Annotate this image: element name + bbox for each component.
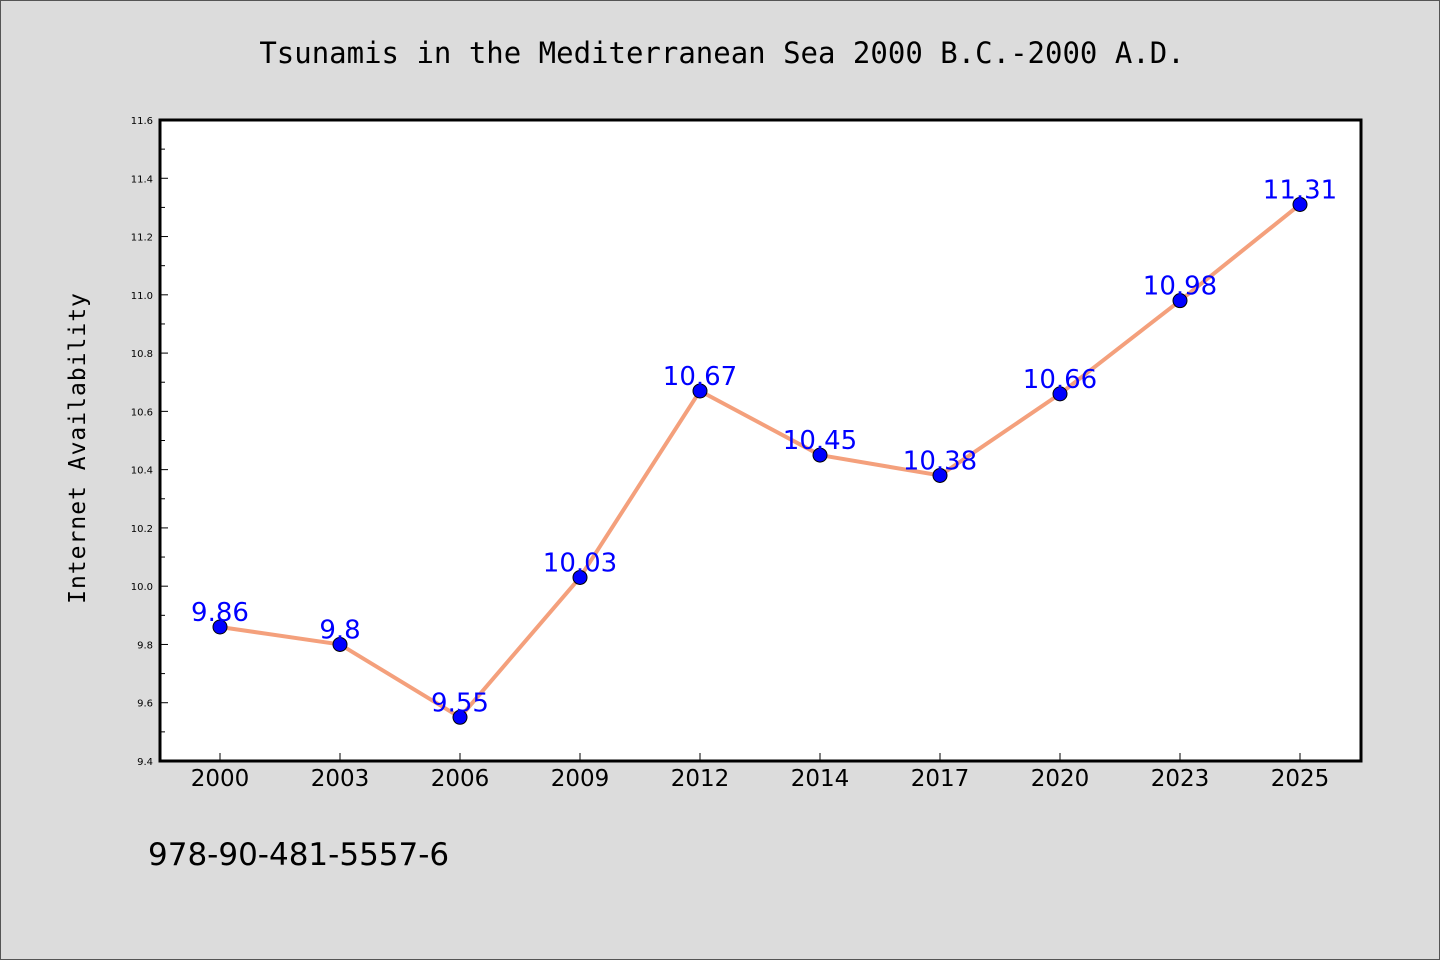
data-label: 9.86	[191, 598, 249, 628]
y-tick-label: 10.8	[131, 349, 153, 360]
x-tick-label: 2017	[911, 766, 970, 792]
data-label: 10.45	[783, 426, 857, 456]
data-label: 9.55	[431, 688, 489, 718]
chart-title: Tsunamis in the Mediterranean Sea 2000 B…	[259, 36, 1184, 70]
data-labels: 9.86 9.8 9.55 10.03 10.67 10.45 10.38 10.66 10.9…	[191, 175, 1337, 718]
x-tick-label: 2000	[191, 766, 250, 792]
data-label: 10.03	[543, 548, 617, 578]
x-tick-label: 2012	[671, 766, 730, 792]
y-tick-label: 9.8	[137, 640, 153, 651]
data-point	[212, 619, 228, 635]
data-point	[452, 709, 468, 725]
x-tick-label: 2023	[1151, 766, 1210, 792]
y-tick-label: 10.6	[131, 407, 153, 418]
x-tick-label: 2006	[431, 766, 490, 792]
data-point	[1172, 293, 1188, 309]
data-point	[572, 569, 588, 585]
data-point	[332, 636, 348, 652]
data-label: 9.8	[319, 615, 360, 645]
x-tick-label: 2025	[1271, 766, 1330, 792]
y-tick-label: 9.6	[137, 699, 153, 710]
y-tick-label: 9.4	[137, 757, 153, 768]
y-axis-ticks: 9.4 9.6 9.8 10.0 10.2 10.4 10.6 10.8 11.0 11.2 11.…	[131, 116, 168, 768]
data-label: 10.38	[903, 446, 977, 476]
data-point	[812, 447, 828, 463]
data-point	[692, 383, 708, 399]
y-tick-label: 10.4	[131, 466, 153, 477]
y-tick-label: 11.0	[131, 291, 153, 302]
x-tick-label: 2020	[1031, 766, 1090, 792]
data-point	[1292, 196, 1308, 212]
data-label: 10.67	[663, 362, 737, 392]
x-tick-label: 2009	[551, 766, 610, 792]
plot-area	[160, 120, 1361, 761]
data-markers	[212, 196, 1308, 725]
data-point	[932, 467, 948, 483]
y-tick-label: 11.2	[131, 233, 153, 244]
x-axis-ticks: 2000 2003 2006 2009 2012 2014 2017 2020 2023 2025	[191, 753, 1330, 792]
data-label: 10.98	[1143, 272, 1217, 302]
x-tick-label: 2003	[311, 766, 370, 792]
series-line	[219, 202, 1302, 720]
data-label: 11.31	[1263, 175, 1337, 205]
footer-isbn-text: 978-90-481-5557-6	[148, 837, 449, 873]
y-tick-label: 11.4	[131, 174, 153, 185]
y-tick-label: 11.6	[131, 116, 153, 127]
data-point	[1052, 386, 1068, 402]
series-line-group	[219, 202, 1302, 720]
x-tick-label: 2014	[791, 766, 850, 792]
plot-border	[158, 118, 1363, 763]
y-tick-label: 10.2	[131, 524, 153, 535]
data-label: 10.66	[1023, 365, 1097, 395]
y-axis-label: Internet Availability	[65, 292, 91, 604]
y-tick-label: 10.0	[131, 582, 153, 593]
